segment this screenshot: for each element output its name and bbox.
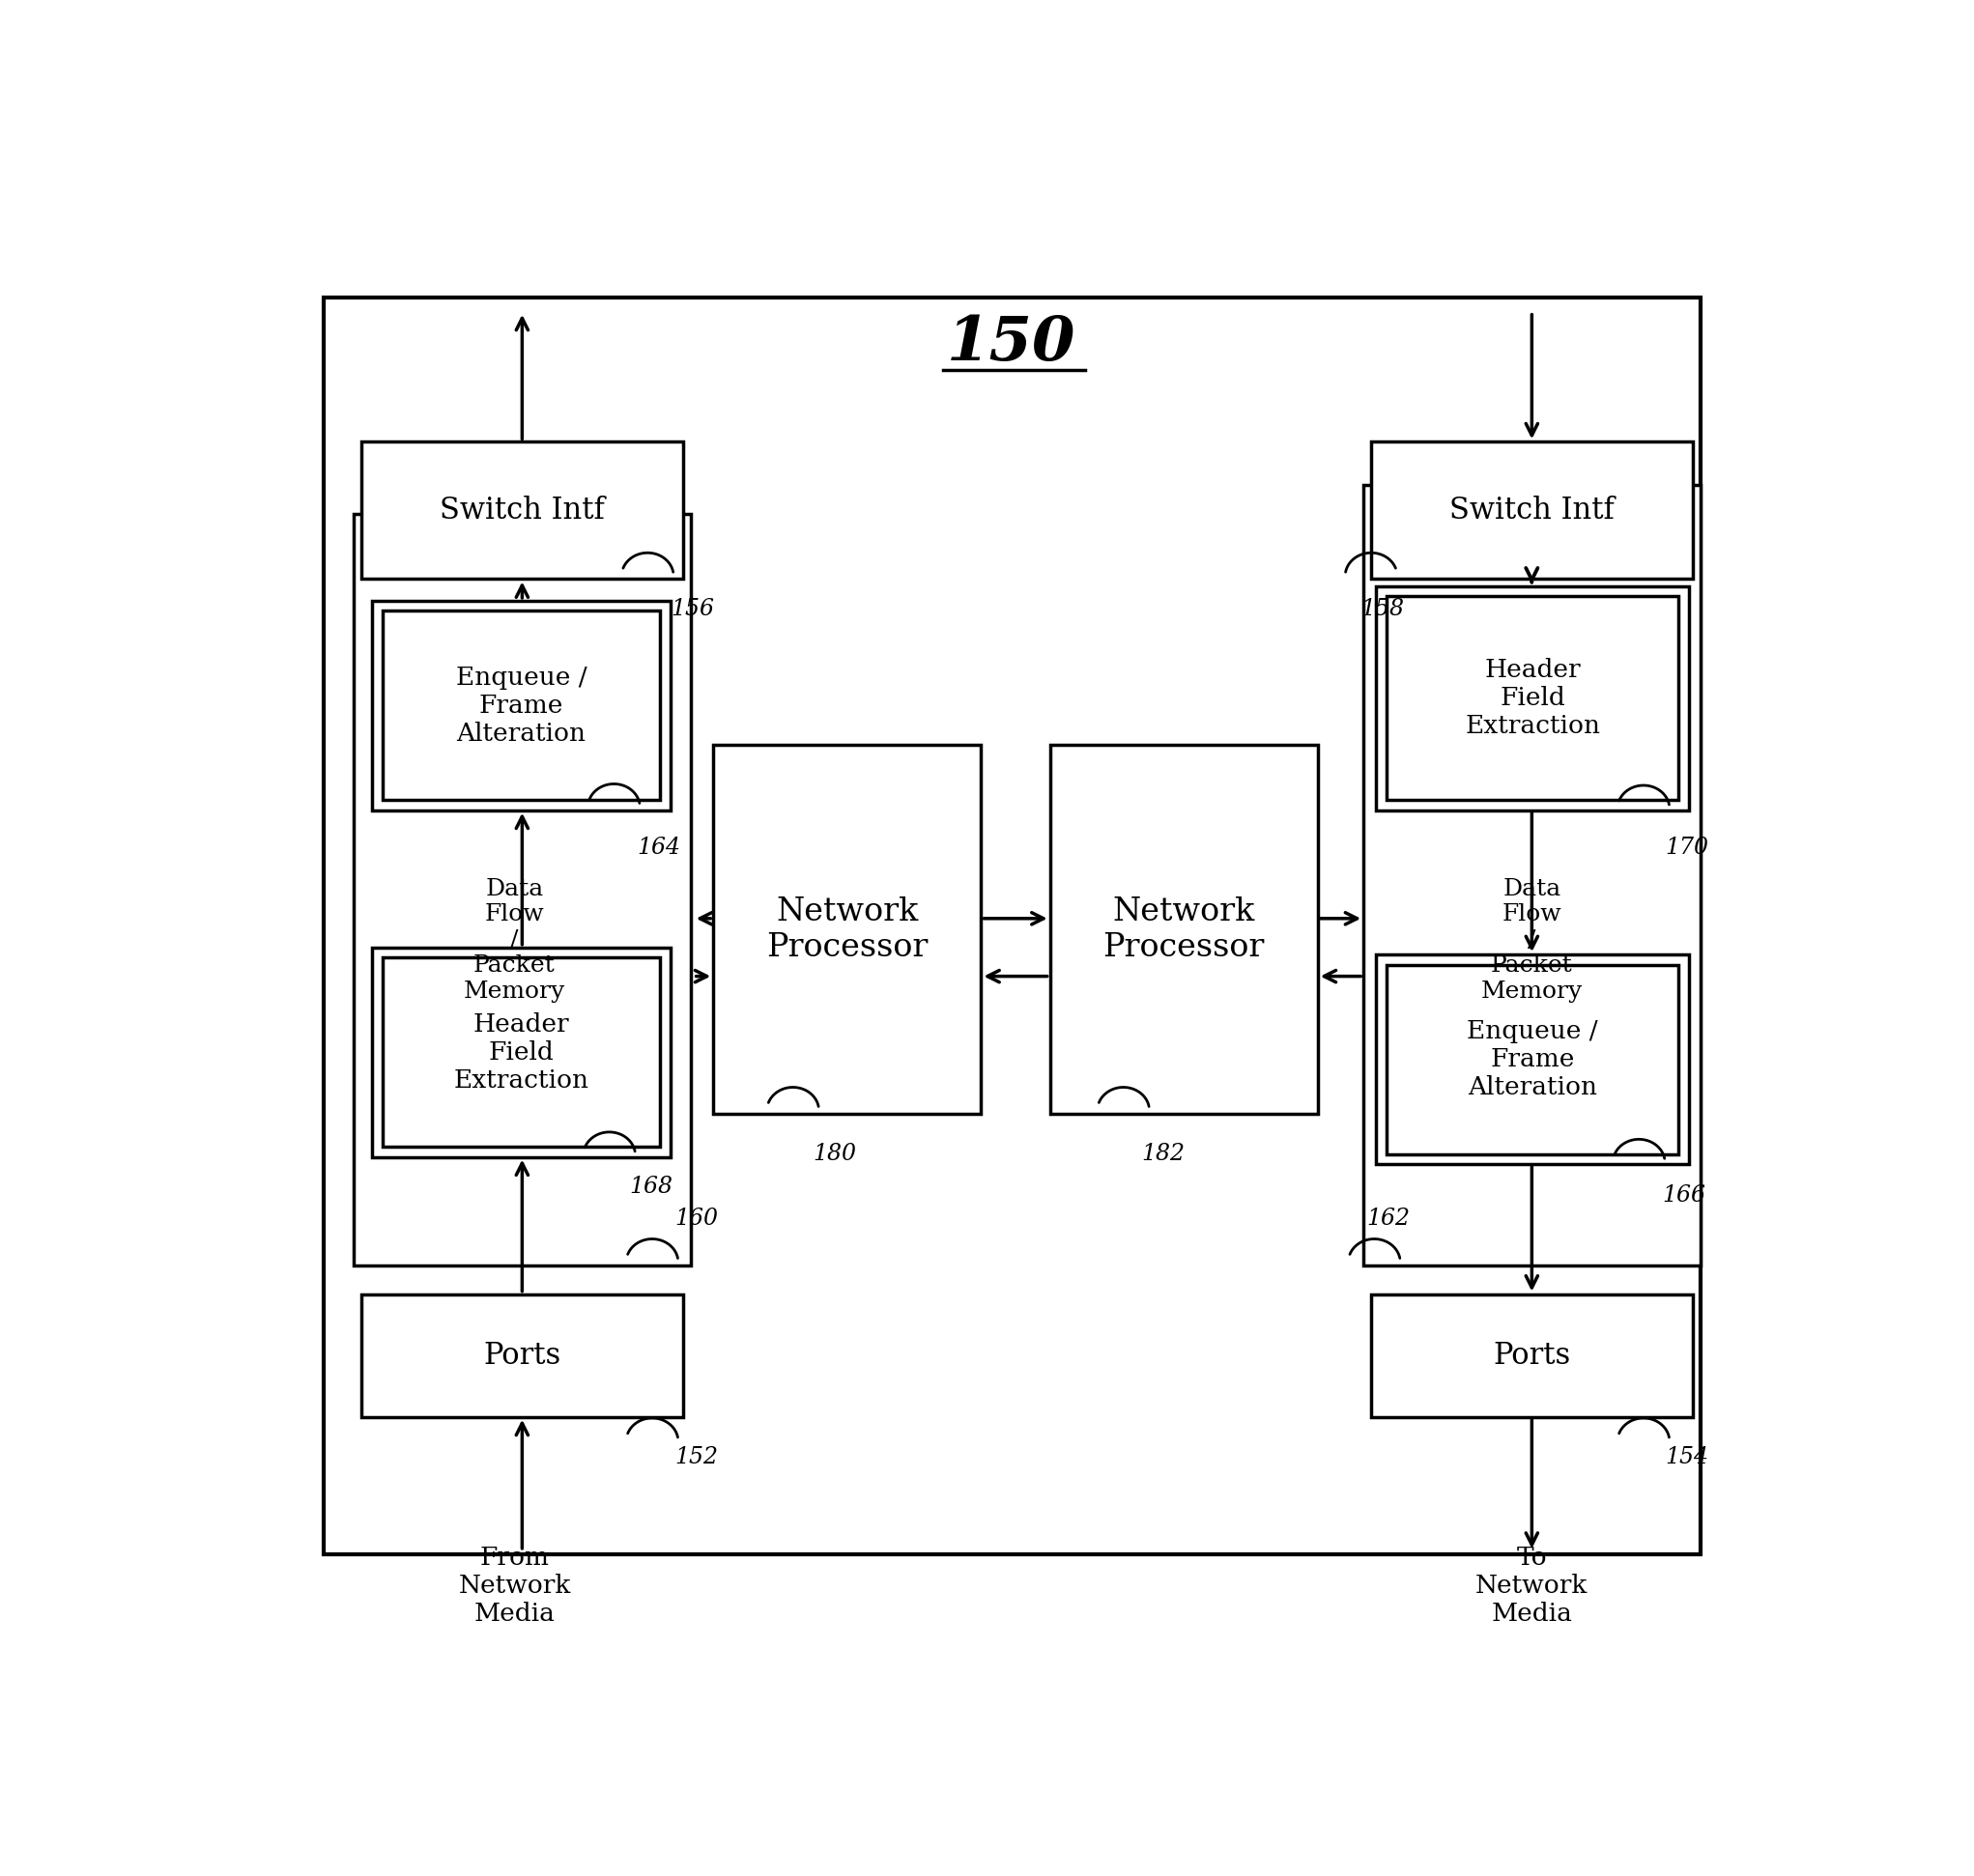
Text: 182: 182 bbox=[1141, 1142, 1184, 1165]
FancyBboxPatch shape bbox=[373, 947, 671, 1157]
FancyBboxPatch shape bbox=[1376, 955, 1690, 1163]
Text: 152: 152 bbox=[675, 1446, 719, 1467]
Text: Enqueue /
Frame
Alteration: Enqueue / Frame Alteration bbox=[1467, 1019, 1599, 1099]
FancyBboxPatch shape bbox=[353, 514, 691, 1264]
FancyBboxPatch shape bbox=[1364, 486, 1700, 1264]
FancyBboxPatch shape bbox=[1386, 964, 1678, 1154]
Text: Switch Intf: Switch Intf bbox=[1449, 495, 1615, 525]
Text: 168: 168 bbox=[630, 1176, 673, 1199]
FancyBboxPatch shape bbox=[383, 957, 659, 1146]
Text: 180: 180 bbox=[813, 1142, 857, 1165]
Text: Data
Flow
/
Packet
Memory: Data Flow / Packet Memory bbox=[1480, 878, 1583, 1002]
FancyBboxPatch shape bbox=[1050, 745, 1319, 1114]
FancyBboxPatch shape bbox=[324, 296, 1700, 1553]
FancyBboxPatch shape bbox=[373, 600, 671, 810]
Text: 154: 154 bbox=[1664, 1446, 1708, 1467]
FancyBboxPatch shape bbox=[1386, 597, 1678, 799]
FancyBboxPatch shape bbox=[361, 441, 683, 580]
FancyBboxPatch shape bbox=[383, 612, 659, 799]
Text: From
Network
Media: From Network Media bbox=[458, 1546, 570, 1626]
Text: Data
Flow
/
Packet
Memory: Data Flow / Packet Memory bbox=[464, 878, 565, 1002]
Text: Network
Processor: Network Processor bbox=[766, 897, 928, 962]
Text: Header
Field
Extraction: Header Field Extraction bbox=[1465, 658, 1601, 739]
Text: Ports: Ports bbox=[1492, 1341, 1571, 1371]
Text: 162: 162 bbox=[1366, 1208, 1409, 1229]
Text: 164: 164 bbox=[638, 837, 681, 859]
Text: 158: 158 bbox=[1360, 598, 1404, 621]
Text: 170: 170 bbox=[1664, 837, 1708, 859]
FancyBboxPatch shape bbox=[1376, 585, 1690, 810]
Text: Network
Processor: Network Processor bbox=[1103, 897, 1265, 962]
Text: To
Network
Media: To Network Media bbox=[1477, 1546, 1587, 1626]
FancyBboxPatch shape bbox=[1372, 441, 1692, 580]
FancyBboxPatch shape bbox=[361, 1294, 683, 1416]
FancyBboxPatch shape bbox=[713, 745, 981, 1114]
Text: 156: 156 bbox=[671, 598, 715, 621]
Text: 166: 166 bbox=[1662, 1184, 1706, 1206]
Text: 150: 150 bbox=[948, 313, 1076, 373]
Text: 160: 160 bbox=[675, 1208, 719, 1229]
FancyBboxPatch shape bbox=[1372, 1294, 1692, 1416]
Text: Enqueue /
Frame
Alteration: Enqueue / Frame Alteration bbox=[456, 666, 586, 745]
Text: Switch Intf: Switch Intf bbox=[440, 495, 604, 525]
Text: Ports: Ports bbox=[484, 1341, 561, 1371]
Text: Header
Field
Extraction: Header Field Extraction bbox=[454, 1011, 588, 1092]
